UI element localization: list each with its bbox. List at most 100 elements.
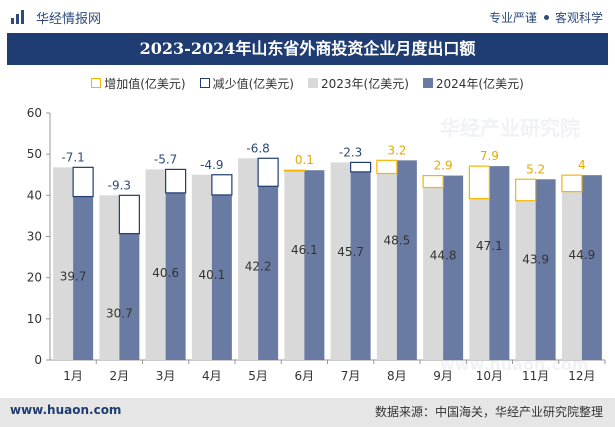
tag-separator-dot	[543, 15, 549, 20]
legend-label-2023: 2023年(亿美元)	[320, 76, 409, 91]
legend-label-decrease: 减少值(亿美元)	[212, 76, 294, 91]
bar-2023	[53, 167, 74, 360]
top-header: 华经情报网 专业严谨 客观科学	[0, 0, 615, 32]
bar-2023	[515, 200, 536, 360]
bar-2024	[165, 192, 186, 360]
legend-item-decrease[interactable]: 减少值(亿美元)	[199, 75, 294, 92]
bar-2024	[211, 194, 232, 360]
change-value-label: 7.9	[480, 149, 499, 163]
x-tick-label: 12月	[568, 369, 595, 383]
header-tags: 专业严谨 客观科学	[489, 9, 603, 26]
bar-2023	[423, 187, 444, 360]
change-value-label: 2.9	[434, 159, 453, 173]
brand-logo-icon	[11, 10, 24, 24]
decrease-box	[257, 157, 279, 187]
footer-source: 数据来源：中国海关，华经产业研究院整理	[374, 405, 603, 419]
chart-legend: 增加值(亿美元) 减少值(亿美元) 2023年(亿美元) 2024年(亿美元)	[0, 73, 615, 93]
decrease-box	[72, 166, 94, 198]
x-tick-label: 9月	[433, 369, 453, 383]
change-value-label: -4.9	[200, 158, 223, 172]
tag-professional: 专业严谨	[488, 11, 537, 25]
change-value-label: -5.7	[154, 152, 177, 166]
increase-box	[376, 159, 398, 175]
x-tick-label: 2月	[110, 369, 130, 383]
legend-item-increase[interactable]: 增加值(亿美元)	[91, 75, 186, 92]
bar-2023	[376, 173, 397, 360]
value-label-2024: 46.1	[291, 243, 318, 257]
bar-2024	[581, 175, 602, 360]
y-tick-label: 0	[34, 353, 42, 367]
bar-2024	[443, 175, 464, 360]
value-label-2024: 44.8	[430, 249, 457, 263]
bar-2024	[535, 179, 556, 360]
change-value-label: -7.1	[61, 150, 84, 164]
x-tick-label: 3月	[156, 369, 176, 383]
increase-box	[422, 174, 444, 189]
x-tick-label: 1月	[63, 369, 83, 383]
change-value-label: 4	[578, 158, 586, 172]
increase-box	[468, 165, 490, 200]
legend-item-2023[interactable]: 2023年(亿美元)	[307, 75, 409, 92]
bar-2024	[396, 160, 417, 360]
bar-2023	[191, 174, 212, 360]
bar-2023	[330, 162, 351, 360]
value-label-2024: 45.7	[337, 245, 364, 259]
bar-2024	[304, 170, 325, 360]
footer: www.huaon.com 数据来源：中国海关，华经产业研究院整理	[0, 398, 615, 427]
y-tick-label: 60	[27, 106, 42, 120]
bar-2024	[350, 171, 371, 360]
value-label-2024: 42.2	[245, 259, 272, 273]
x-tick-label: 5月	[248, 369, 268, 383]
change-value-label: -2.3	[339, 145, 362, 159]
bar-2024	[119, 233, 140, 360]
bar-2024	[258, 186, 279, 360]
brand[interactable]: 华经情报网	[10, 8, 102, 27]
bar-2023	[238, 158, 259, 360]
bar-2024	[489, 166, 510, 360]
legend-item-2024[interactable]: 2024年(亿美元)	[422, 75, 524, 92]
value-label-2024: 30.7	[106, 307, 133, 321]
decrease-box	[211, 174, 233, 196]
bar-2023	[145, 169, 166, 360]
bar-2023	[561, 191, 582, 360]
footer-website[interactable]: www.huaon.com	[10, 403, 122, 417]
value-label-2024: 43.9	[522, 252, 549, 266]
legend-label-2024: 2024年(亿美元)	[435, 76, 524, 91]
value-label-2024: 40.6	[152, 266, 179, 280]
x-tick-label: 4月	[202, 369, 222, 383]
bar-2023	[284, 170, 305, 360]
x-tick-label: 7月	[341, 369, 361, 383]
y-tick-label: 50	[27, 147, 42, 161]
value-label-2024: 44.9	[569, 248, 596, 262]
x-tick-label: 6月	[295, 369, 315, 383]
decrease-box	[350, 161, 372, 173]
y-tick-label: 10	[27, 312, 42, 326]
x-tick-label: 8月	[387, 369, 407, 383]
bar-2024	[73, 196, 94, 360]
chart-title: 2023-2024年山东省外商投资企业月度出口额	[7, 33, 608, 65]
legend-swatch-increase	[91, 78, 102, 88]
legend-label-increase: 增加值(亿美元)	[104, 76, 186, 91]
increase-box	[283, 169, 305, 172]
decrease-box	[118, 194, 140, 235]
tag-objective: 客观科学	[554, 11, 603, 25]
value-label-2024: 40.1	[199, 268, 226, 282]
legend-swatch-2023	[307, 78, 318, 88]
change-value-label: 0.1	[295, 153, 314, 167]
decrease-box	[165, 168, 187, 194]
y-tick-label: 20	[27, 271, 42, 285]
y-tick-label: 40	[27, 188, 42, 202]
change-value-label: 3.2	[387, 143, 406, 157]
increase-box	[561, 174, 583, 193]
y-tick-label: 30	[27, 230, 42, 244]
brand-name: 华经情报网	[36, 11, 102, 27]
change-value-label: 5.2	[526, 162, 545, 176]
bar-2023	[469, 198, 490, 360]
change-value-label: -6.8	[246, 141, 269, 155]
increase-box	[515, 178, 537, 202]
value-label-2024: 39.7	[60, 270, 87, 284]
legend-swatch-decrease	[199, 78, 210, 88]
x-tick-label: 11月	[522, 369, 549, 383]
value-label-2024: 47.1	[476, 239, 503, 253]
